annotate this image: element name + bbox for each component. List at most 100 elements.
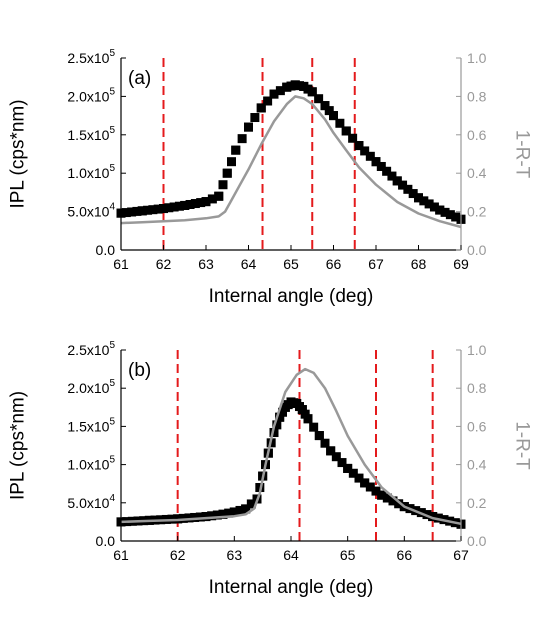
chart-1-ipl-marker-56 — [382, 493, 392, 503]
chart-0-x-tick-2: 63 — [198, 256, 214, 272]
chart-1-x-tick-3: 64 — [283, 547, 299, 563]
chart-1-y-tick-2: 1.0x105 — [67, 455, 115, 473]
chart-1-y-tick-4: 2.0x105 — [67, 378, 115, 396]
chart-1-ipl-point-19 — [343, 463, 353, 473]
chart-0-ipl-marker-39 — [324, 106, 334, 116]
chart-0-y-tick-1: 5.0x104 — [67, 202, 115, 220]
chart-0-y-tick-5: 2.5x105 — [67, 48, 115, 66]
chart-0-x-tick-8: 69 — [453, 256, 469, 272]
chart-0-ipl-point-11 — [282, 82, 292, 92]
chart-1-yr-tick-2: 0.4 — [467, 457, 487, 473]
chart-1-ipl-marker-58 — [394, 499, 404, 509]
chart-0-ipl-marker-56 — [419, 196, 429, 206]
chart-0-ipl-marker-6 — [148, 205, 158, 215]
chart-0-x-tick-6: 67 — [368, 256, 384, 272]
chart-0-ipl-marker-25 — [250, 113, 260, 123]
chart-1-ipl-marker-48 — [337, 458, 347, 468]
chart-1-ipl-point-13 — [286, 397, 296, 407]
chart-0-y-right-axis-title: 1-R-T — [512, 130, 533, 179]
chart-0-ipl-marker-53 — [403, 184, 413, 194]
chart-1-x-tick-0: 61 — [113, 547, 129, 563]
chart-1-ipl-point-11 — [275, 412, 285, 422]
chart-1-x-axis-title: Internal angle (deg) — [209, 577, 374, 598]
chart-0-ipl-marker-27 — [263, 96, 273, 106]
chart-0-ipl-marker-9 — [164, 203, 174, 213]
chart-0-ipl-marker-1 — [121, 208, 131, 218]
chart-1-ipl-marker-17 — [212, 510, 222, 520]
chart-0-ipl-marker-2 — [127, 207, 137, 217]
chart-0-ipl-marker-58 — [429, 202, 439, 212]
chart-1-x-tick-4: 65 — [340, 547, 356, 563]
chart-1-ipl-point-5 — [229, 507, 239, 517]
chart-1-yr-tick-3: 0.6 — [467, 418, 487, 434]
chart-1-ipl-marker-31 — [272, 420, 282, 430]
panel-b: 61 62 63 64 65 66 670.05.0x1041.0x1051.5x1052.… — [8, 340, 533, 598]
chart-1-ipl-marker-16 — [207, 511, 217, 521]
chart-0-ipl-marker-60 — [440, 207, 450, 217]
chart-1-model-line — [120, 367, 462, 526]
chart-0-yr-tick-0: 0.0 — [467, 242, 487, 258]
chart-1-ipl-point-15 — [297, 405, 307, 415]
chart-0-yr-tick-3: 0.6 — [467, 127, 487, 143]
chart-0-ipl-marker-21 — [227, 157, 236, 167]
chart-0-ipl-point-1 — [137, 206, 147, 216]
chart-0-ipl-point-22 — [435, 205, 445, 215]
chart-0-ipl-point-8 — [244, 122, 253, 132]
chart-0-ipl-marker-52 — [398, 180, 408, 190]
chart-0-ipl-point-7 — [231, 145, 241, 155]
chart-0-ipl-point-17 — [341, 126, 351, 136]
chart-1-x-tick-6: 67 — [453, 547, 469, 563]
chart-0-ipl-point-16 — [329, 111, 338, 121]
chart-0-x-tick-4: 65 — [283, 256, 299, 272]
chart-1-ipl-point-3 — [201, 512, 211, 522]
chart-0-x-tick-7: 68 — [411, 256, 427, 272]
chart-0-ipl-point-14 — [307, 87, 317, 97]
chart-0-ipl-markers — [116, 80, 466, 224]
chart-0-x-axis-title: Internal angle (deg) — [209, 286, 374, 307]
chart-0-yr-tick-2: 0.4 — [467, 165, 487, 181]
chart-0-ipl-point-21 — [414, 193, 423, 203]
chart-0-y-tick-4: 2.0x105 — [67, 86, 115, 104]
chart-1-ipl-marker-47 — [331, 452, 341, 462]
chart-1-ipl-point-20 — [360, 478, 370, 488]
chart-1-yr-tick-0: 0.0 — [467, 533, 487, 549]
chart-0-ipl-marker-49 — [382, 166, 392, 176]
chart-0-y-tick-2: 1.0x105 — [67, 163, 115, 181]
chart-1-ipl-marker-33 — [278, 407, 287, 417]
chart-1-ipl-marker-21 — [235, 505, 245, 515]
chart-1-ipl-marker-43 — [309, 422, 319, 432]
chart-1-ipl-point-4 — [218, 509, 228, 519]
chart-1-yr-tick-4: 0.8 — [467, 380, 487, 396]
chart-1-ipl-point-17 — [314, 431, 324, 441]
panel-a: 61 62 63 64 65 66 67 68 690.05.0x1041.0x1051.5x1… — [8, 48, 533, 307]
chart-0-y-tick-0: 0.0 — [96, 242, 116, 258]
chart-0-ipl-marker-54 — [408, 189, 418, 199]
chart-1-ipl-marker-23 — [246, 499, 256, 509]
chart-0-ipl-marker-3 — [132, 206, 142, 216]
chart-0-x-tick-5: 66 — [326, 256, 342, 272]
chart-0-ipl-marker-13 — [185, 199, 195, 209]
chart-0-ipl-point-3 — [180, 200, 190, 210]
chart-1-yr-tick-1: 0.2 — [467, 495, 487, 511]
chart-1-ipl-point-18 — [326, 446, 336, 456]
chart-0-ipl-point-10 — [269, 89, 279, 99]
chart-0-ipl-marker-23 — [237, 134, 247, 144]
chart-0-ipl-point-2 — [159, 204, 168, 214]
chart-0-ipl-marker-17 — [207, 194, 217, 204]
chart-1-ipl-marker-57 — [388, 496, 398, 506]
chart-1-ipl-point-21 — [377, 490, 387, 500]
chart-0-ipl-point-13 — [299, 81, 309, 91]
chart-1-ipl-marker-45 — [320, 438, 330, 448]
chart-0-ipl-point-18 — [354, 141, 364, 151]
chart-1-ipl-point-16 — [303, 414, 313, 424]
chart-0-x-tick-1: 62 — [156, 256, 172, 272]
chart-0-ipl-point-19 — [371, 157, 381, 167]
chart-0-yr-tick-1: 0.2 — [467, 204, 487, 220]
chart-0-x-tick-3: 64 — [241, 256, 257, 272]
chart-1-ipl-point-6 — [241, 504, 251, 514]
chart-0-ipl-marker-57 — [424, 199, 434, 209]
chart-1-y-right-axis-title: 1-R-T — [512, 421, 533, 470]
chart-1-ipl-marker-53 — [365, 482, 375, 492]
chart-0-ipl-point-15 — [320, 101, 330, 111]
